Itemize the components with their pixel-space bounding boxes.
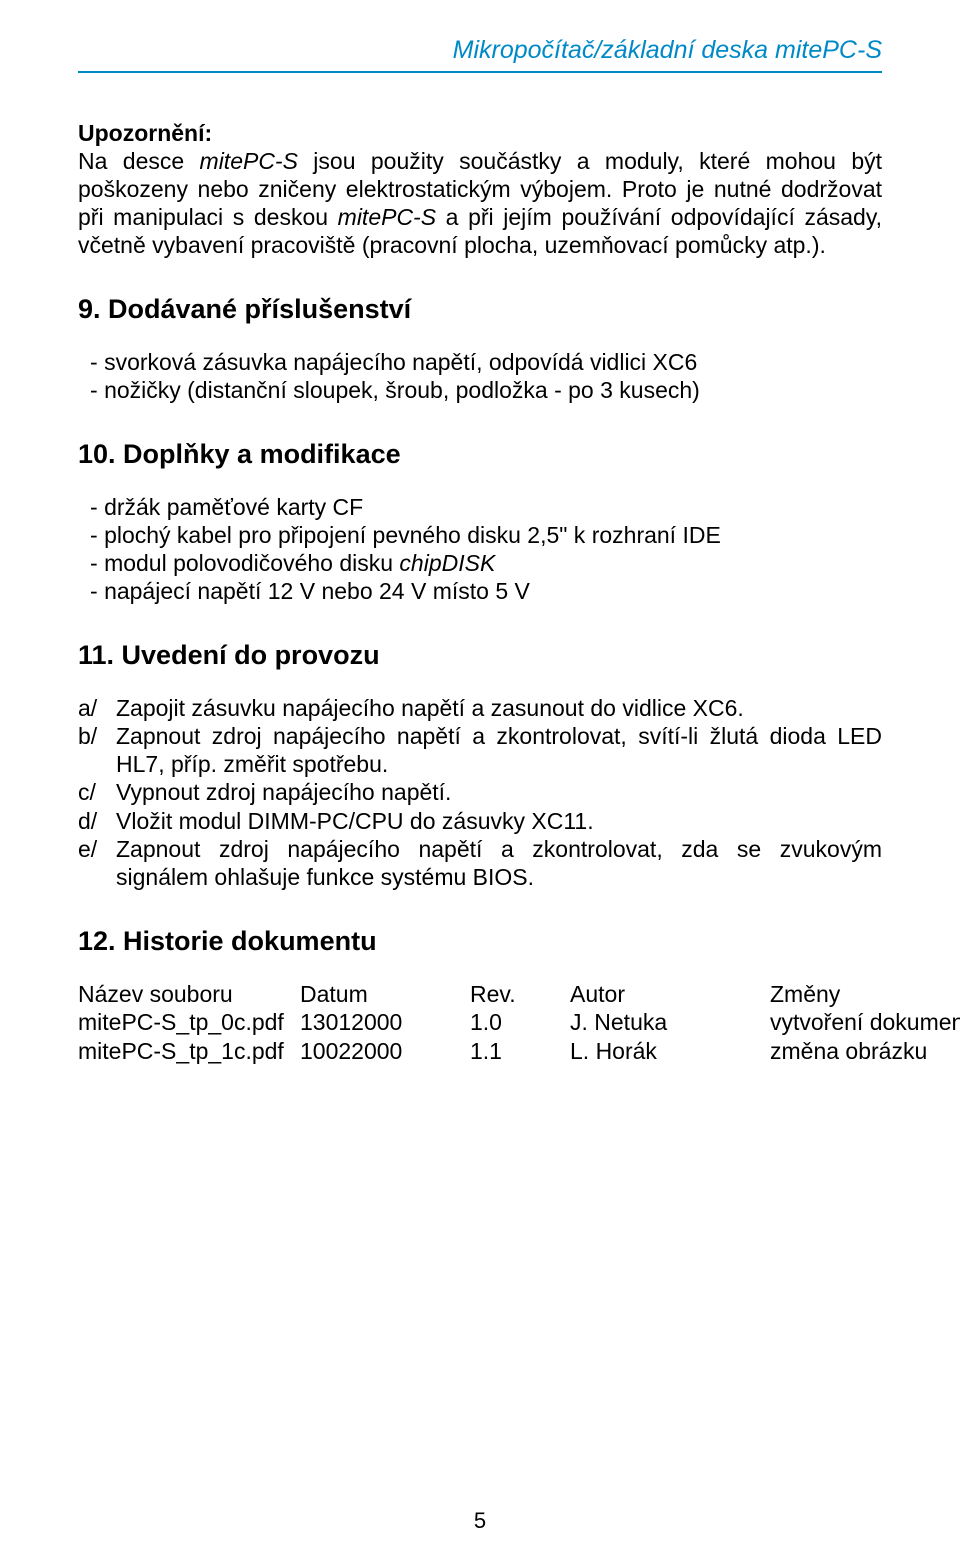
- list-item: držák paměťové karty CF: [104, 493, 882, 521]
- header-rule: [78, 71, 882, 73]
- step-d: d/ Vložit modul DIMM-PC/CPU do zásuvky X…: [78, 807, 882, 835]
- col-header: Rev.: [470, 980, 570, 1009]
- warn-product-1: mitePC-S: [200, 148, 298, 174]
- step-text: Vypnout zdroj napájecího napětí.: [116, 778, 882, 806]
- step-marker: e/: [78, 835, 116, 863]
- step-c: c/ Vypnout zdroj napájecího napětí.: [78, 778, 882, 806]
- section-9-list: svorková zásuvka napájecího napětí, odpo…: [78, 348, 882, 404]
- table-cell: L. Horák: [570, 1037, 770, 1066]
- step-marker: d/: [78, 807, 116, 835]
- section-10-title: 10. Doplňky a modifikace: [78, 438, 882, 471]
- step-text: Vložit modul DIMM-PC/CPU do zásuvky XC11…: [116, 807, 882, 835]
- warn-t1: Na desce: [78, 148, 200, 174]
- list-item-product: chipDISK: [399, 550, 495, 576]
- list-item: svorková zásuvka napájecího napětí, odpo…: [104, 348, 882, 376]
- table-cell: 10022000: [300, 1037, 470, 1066]
- list-item: plochý kabel pro připojení pevného disku…: [104, 521, 882, 549]
- body: Upozornění: Na desce mitePC-S jsou použi…: [78, 119, 882, 1066]
- table-cell: 1.1: [470, 1037, 570, 1066]
- step-marker: a/: [78, 694, 116, 722]
- warn-product-2: mitePC-S: [338, 204, 436, 230]
- section-9-title: 9. Dodávané příslušenství: [78, 293, 882, 326]
- table-cell: 1.0: [470, 1008, 570, 1037]
- section-11-title: 11. Uvedení do provozu: [78, 639, 882, 672]
- page-number: 5: [0, 1508, 960, 1534]
- table-cell: změna obrázku: [770, 1037, 960, 1066]
- table-cell: mitePC-S_tp_1c.pdf: [78, 1037, 300, 1066]
- table-cell: vytvoření dokumentu: [770, 1008, 960, 1037]
- step-text: Zapnout zdroj napájecího napětí a zkontr…: [116, 722, 882, 778]
- step-a: a/ Zapojit zásuvku napájecího napětí a z…: [78, 694, 882, 722]
- list-item-text: modul polovodičového disku: [104, 550, 399, 576]
- header-prefix: Mikropočítač/základní deska: [453, 36, 775, 64]
- list-item: nožičky (distanční sloupek, šroub, podlo…: [104, 376, 882, 404]
- col-header: Datum: [300, 980, 470, 1009]
- col-header: Změny: [770, 980, 960, 1009]
- step-marker: b/: [78, 722, 116, 750]
- section-11-list: a/ Zapojit zásuvku napájecího napětí a z…: [78, 694, 882, 890]
- list-item: modul polovodičového disku chipDISK: [104, 549, 882, 577]
- section-10-list: držák paměťové karty CF plochý kabel pro…: [78, 493, 882, 605]
- step-b: b/ Zapnout zdroj napájecího napětí a zko…: [78, 722, 882, 778]
- step-text: Zapnout zdroj napájecího napětí a zkontr…: [116, 835, 882, 891]
- header-product: mitePC-S: [775, 36, 882, 64]
- section-12-title: 12. Historie dokumentu: [78, 925, 882, 958]
- warning-block: Upozornění: Na desce mitePC-S jsou použi…: [78, 119, 882, 259]
- list-item: napájecí napětí 12 V nebo 24 V místo 5 V: [104, 577, 882, 605]
- col-header: Autor: [570, 980, 770, 1009]
- table-cell: 13012000: [300, 1008, 470, 1037]
- history-table: Název souboru Datum Rev. Autor Změny mit…: [78, 980, 882, 1066]
- step-text: Zapojit zásuvku napájecího napětí a zasu…: [116, 694, 882, 722]
- page-header: Mikropočítač/základní deska mitePC-S: [78, 36, 882, 65]
- col-header: Název souboru: [78, 980, 300, 1009]
- document-page: Mikropočítač/základní deska mitePC-S Upo…: [0, 0, 960, 1554]
- table-cell: mitePC-S_tp_0c.pdf: [78, 1008, 300, 1037]
- step-marker: c/: [78, 778, 116, 806]
- warning-label: Upozornění:: [78, 120, 212, 146]
- step-e: e/ Zapnout zdroj napájecího napětí a zko…: [78, 835, 882, 891]
- table-cell: J. Netuka: [570, 1008, 770, 1037]
